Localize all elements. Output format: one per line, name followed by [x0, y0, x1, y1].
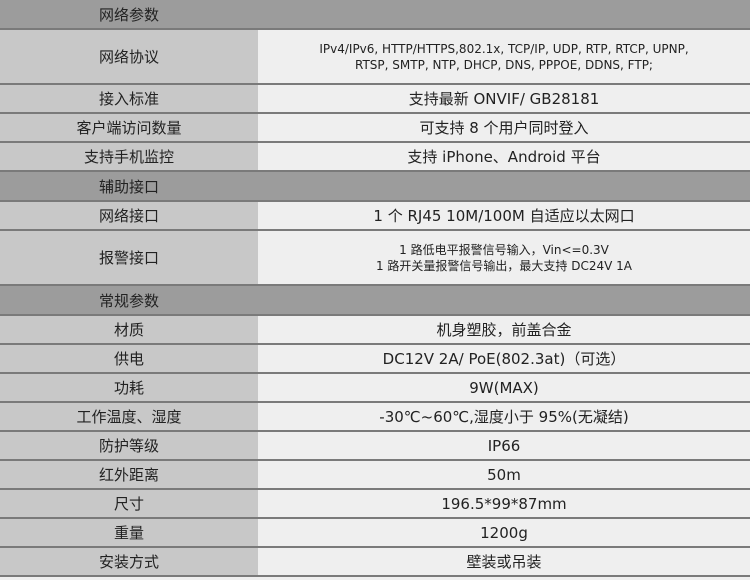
- spec-value: 壁装或吊装: [258, 547, 750, 577]
- spec-label: 工作温度、湿度: [0, 402, 258, 432]
- section-title: 网络参数: [0, 0, 258, 30]
- spec-value-line: 196.5*99*87mm: [441, 494, 567, 513]
- spec-label: 供电: [0, 344, 258, 374]
- spec-row: 材质 机身塑胶，前盖合金: [0, 315, 750, 345]
- spec-row: 工作温度、湿度 -30℃~60℃,湿度小于 95%(无凝结): [0, 402, 750, 432]
- spec-value: 1 个 RJ45 10M/100M 自适应以太网口: [258, 201, 750, 231]
- spec-value: 可支持 8 个用户同时登入: [258, 113, 750, 143]
- spec-row: 接入标准 支持最新 ONVIF/ GB28181: [0, 84, 750, 114]
- section-header-blank: [258, 0, 750, 30]
- spec-value-line: IP66: [487, 436, 521, 455]
- spec-label: 功耗: [0, 373, 258, 403]
- spec-value-line: 9W(MAX): [469, 378, 539, 397]
- section-header-blank: [258, 285, 750, 316]
- spec-label: 防护等级: [0, 431, 258, 461]
- section-header: 网络参数: [0, 0, 750, 30]
- spec-row: 网络接口 1 个 RJ45 10M/100M 自适应以太网口: [0, 201, 750, 231]
- spec-row: 供电 DC12V 2A/ PoE(802.3at)（可选）: [0, 344, 750, 374]
- spec-value-line: IPv4/IPv6, HTTP/HTTPS,802.1x, TCP/IP, UD…: [319, 41, 689, 56]
- spec-value-line: 支持 iPhone、Android 平台: [407, 148, 601, 166]
- spec-label: 网络接口: [0, 201, 258, 231]
- spec-value-line: 可支持 8 个用户同时登入: [419, 119, 589, 137]
- spec-value-line: 机身塑胶，前盖合金: [436, 321, 572, 339]
- spec-row: 安装方式 壁装或吊装: [0, 547, 750, 577]
- spec-value: 支持最新 ONVIF/ GB28181: [258, 84, 750, 114]
- spec-row: 客户端访问数量 可支持 8 个用户同时登入: [0, 113, 750, 143]
- spec-value-line: 支持最新 ONVIF/ GB28181: [408, 90, 600, 108]
- spec-value: 支持 iPhone、Android 平台: [258, 142, 750, 172]
- spec-value-line: 50m: [487, 465, 521, 484]
- section-header: 辅助接口: [0, 171, 750, 202]
- spec-label: 客户端访问数量: [0, 113, 258, 143]
- spec-label: 安装方式: [0, 547, 258, 577]
- spec-value: 1200g: [258, 518, 750, 548]
- spec-label: 红外距离: [0, 460, 258, 490]
- spec-value-line: 壁装或吊装: [466, 553, 542, 571]
- section-header-blank: [258, 171, 750, 202]
- spec-value: DC12V 2A/ PoE(802.3at)（可选）: [258, 344, 750, 374]
- spec-value-line: -30℃~60℃,湿度小于 95%(无凝结): [379, 408, 629, 426]
- spec-row: 报警接口 1 路低电平报警信号输入，Vin<=0.3V 1 路开关量报警信号输出，最…: [0, 230, 750, 286]
- spec-row: 红外距离 50m: [0, 460, 750, 490]
- spec-label: 尺寸: [0, 489, 258, 519]
- spec-value: 1 路低电平报警信号输入，Vin<=0.3V 1 路开关量报警信号输出，最大支持 …: [258, 230, 750, 286]
- spec-value-line: RTSP, SMTP, NTP, DHCP, DNS, PPPOE, DDNS,…: [355, 57, 653, 72]
- spec-label: 接入标准: [0, 84, 258, 114]
- spec-value: 9W(MAX): [258, 373, 750, 403]
- spec-value-line: 1 路低电平报警信号输入，Vin<=0.3V: [399, 242, 609, 257]
- spec-row: 功耗 9W(MAX): [0, 373, 750, 403]
- section-title: 常规参数: [0, 285, 258, 316]
- spec-label: 网络协议: [0, 29, 258, 85]
- spec-label: 报警接口: [0, 230, 258, 286]
- section-title: 辅助接口: [0, 171, 258, 202]
- spec-value: IPv4/IPv6, HTTP/HTTPS,802.1x, TCP/IP, UD…: [258, 29, 750, 85]
- spec-row: 支持手机监控 支持 iPhone、Android 平台: [0, 142, 750, 172]
- spec-label: 重量: [0, 518, 258, 548]
- spec-label: 支持手机监控: [0, 142, 258, 172]
- spec-row: 尺寸 196.5*99*87mm: [0, 489, 750, 519]
- spec-label: 材质: [0, 315, 258, 345]
- spec-row: 重量 1200g: [0, 518, 750, 548]
- spec-value: 196.5*99*87mm: [258, 489, 750, 519]
- spec-row: 网络协议 IPv4/IPv6, HTTP/HTTPS,802.1x, TCP/IP…: [0, 29, 750, 85]
- spec-value: -30℃~60℃,湿度小于 95%(无凝结): [258, 402, 750, 432]
- spec-value-line: 1 路开关量报警信号输出，最大支持 DC24V 1A: [375, 258, 633, 273]
- spec-value-line: 1200g: [480, 523, 528, 542]
- spec-value: IP66: [258, 431, 750, 461]
- spec-value-line: 1 个 RJ45 10M/100M 自适应以太网口: [373, 207, 635, 225]
- spec-value: 机身塑胶，前盖合金: [258, 315, 750, 345]
- section-header: 常规参数: [0, 285, 750, 316]
- spec-value: 50m: [258, 460, 750, 490]
- spec-row: 防护等级 IP66: [0, 431, 750, 461]
- spec-value-line: DC12V 2A/ PoE(802.3at)（可选）: [382, 350, 626, 368]
